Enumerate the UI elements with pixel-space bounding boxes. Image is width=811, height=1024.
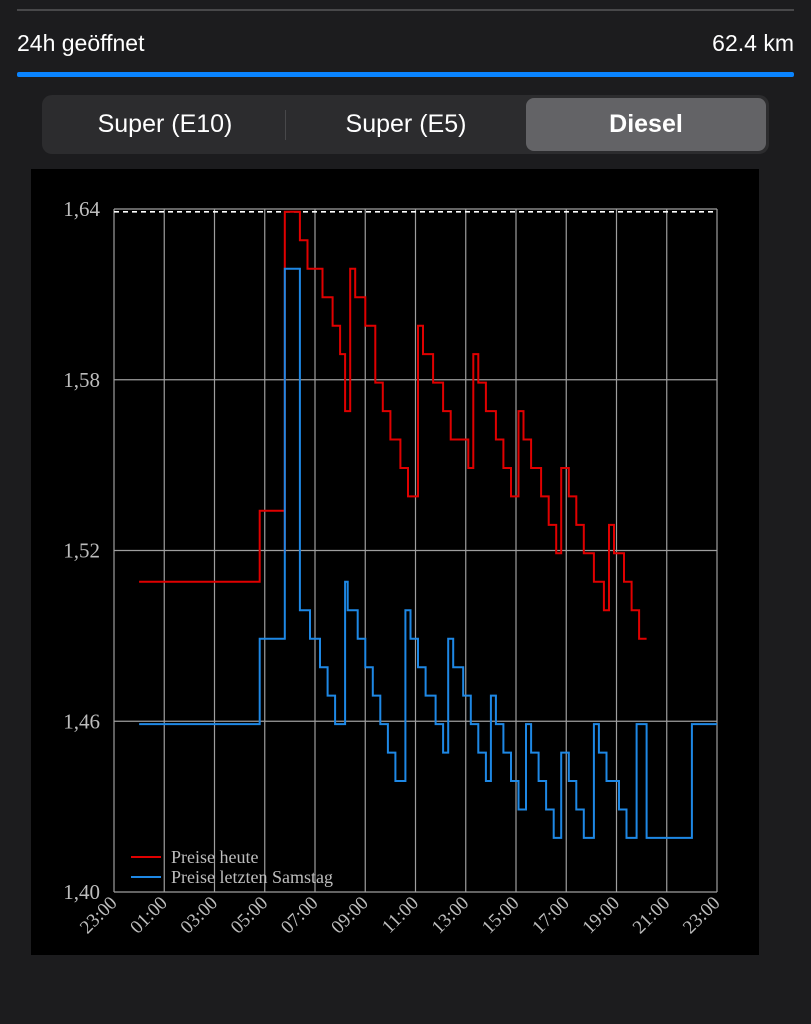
x-tick-label: 23:00	[679, 893, 724, 938]
y-tick-label: 1,58	[63, 368, 100, 392]
series-line-today	[139, 210, 647, 640]
y-tick-label: 1,46	[63, 709, 100, 733]
x-tick-label: 03:00	[177, 893, 222, 938]
segment-label: Diesel	[609, 110, 683, 138]
x-tick-label: 01:00	[126, 893, 171, 938]
x-tick-label: 17:00	[528, 893, 573, 938]
x-tick-label: 19:00	[579, 893, 624, 938]
accent-divider	[17, 72, 794, 77]
segment-super-e10[interactable]: Super (E10)	[45, 98, 285, 151]
y-tick-label: 1,40	[63, 880, 100, 904]
price-chart: 23:00 01:00 03:00 05:00 07:00 09:00 11:00 13:00…	[31, 169, 759, 955]
legend-label: Preise heute	[171, 847, 258, 867]
x-tick-label: 09:00	[327, 893, 372, 938]
x-tick-label: 11:00	[378, 893, 423, 938]
distance-label: 62.4 km	[712, 29, 794, 56]
segment-label: Super (E5)	[345, 110, 467, 138]
segment-diesel[interactable]: Diesel	[526, 98, 766, 151]
x-tick-label: 21:00	[629, 893, 674, 938]
top-divider	[17, 9, 794, 11]
series-line-last-saturday	[139, 267, 717, 839]
fuel-type-segmented-control[interactable]: Super (E10) Super (E5) Diesel	[42, 95, 769, 154]
station-info-row: 24h geöffnet 62.4 km	[17, 26, 794, 60]
x-tick-label: 15:00	[478, 893, 523, 938]
y-tick-label: 1,64	[63, 197, 100, 221]
legend-label: Preise letzten Samstag	[171, 867, 333, 887]
segment-label: Super (E10)	[97, 110, 233, 138]
price-chart-svg: 23:00 01:00 03:00 05:00 07:00 09:00 11:00 13:00…	[63, 197, 724, 938]
segment-super-e5[interactable]: Super (E5)	[286, 98, 526, 151]
opening-hours-label: 24h geöffnet	[17, 29, 145, 56]
x-tick-label: 07:00	[277, 893, 322, 938]
x-tick-label: 05:00	[227, 893, 272, 938]
x-tick-label: 13:00	[428, 893, 473, 938]
segment-separator	[285, 109, 286, 140]
y-tick-label: 1,52	[63, 539, 100, 563]
